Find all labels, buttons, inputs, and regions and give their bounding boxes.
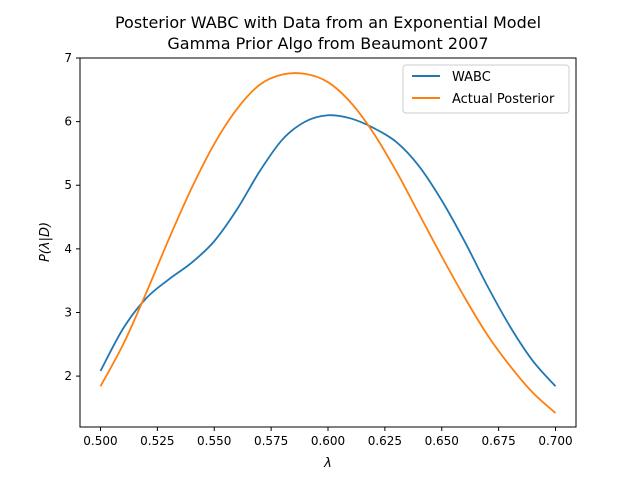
y-tick-label: 5 — [64, 178, 72, 192]
y-axis-ticks: 2 3 4 5 6 7 — [64, 51, 80, 383]
x-axis-label: λ — [323, 456, 332, 471]
x-tick-label: 0.575 — [254, 434, 288, 448]
x-tick-label: 0.700 — [538, 434, 572, 448]
x-tick-label: 0.650 — [425, 434, 459, 448]
x-tick-label: 0.675 — [481, 434, 515, 448]
y-tick-label: 7 — [64, 51, 72, 65]
x-tick-label: 0.625 — [368, 434, 402, 448]
legend-label-actual-posterior: Actual Posterior — [452, 92, 555, 107]
x-tick-label: 0.550 — [197, 434, 231, 448]
series-layer — [99, 72, 557, 414]
x-tick-label: 0.600 — [311, 434, 345, 448]
x-axis-ticks: 0.500 0.525 0.550 0.575 0.600 0.625 0.650 0.675… — [83, 427, 573, 448]
y-tick-label: 3 — [64, 305, 72, 319]
legend: WABC Actual Posterior — [402, 64, 570, 114]
legend-box — [402, 64, 570, 114]
y-tick-label: 6 — [64, 115, 72, 129]
legend-label-wabc: WABC — [452, 70, 491, 85]
x-tick-label: 0.500 — [83, 434, 117, 448]
y-axis-label: P(λ|D) — [38, 222, 53, 262]
chart-title: Posterior WABC with Data from an Exponen… — [115, 13, 541, 32]
series-line-wabc — [99, 114, 557, 387]
y-tick-label: 2 — [64, 369, 72, 383]
plot-area: 0.500 0.525 0.550 0.575 0.600 0.625 0.650 0.675… — [64, 51, 577, 448]
chart-subtitle: Gamma Prior Algo from Beaumont 2007 — [167, 34, 488, 53]
series-line-actual-posterior — [99, 72, 557, 414]
y-tick-label: 4 — [64, 242, 72, 256]
x-tick-label: 0.525 — [140, 434, 174, 448]
